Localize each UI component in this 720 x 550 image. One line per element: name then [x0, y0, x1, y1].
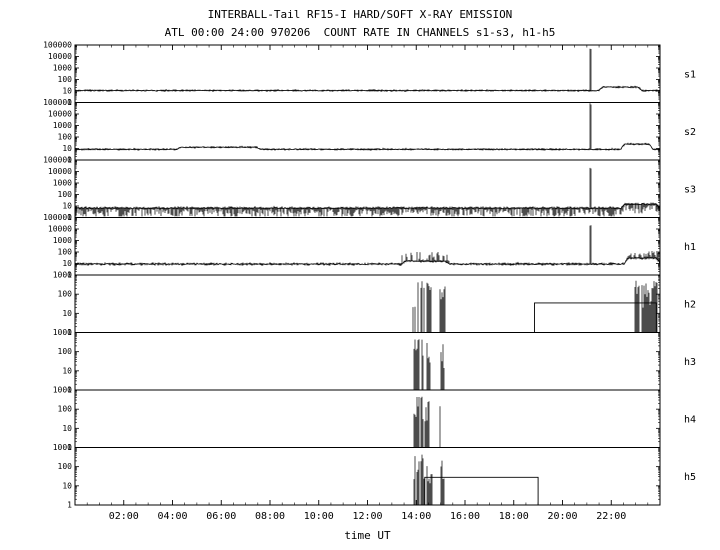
- y-tick-label: 100: [58, 347, 73, 356]
- series-line-s3: [74, 203, 661, 210]
- series-noise-s3: [74, 167, 661, 217]
- y-tick-label: 10000: [48, 52, 72, 61]
- y-tick-label: 10: [62, 309, 72, 318]
- y-tick-label: 1: [67, 213, 72, 222]
- x-tick-label: 14:00: [401, 511, 431, 522]
- x-tick-label: 22:00: [596, 511, 626, 522]
- series-noise-h5: [413, 454, 445, 505]
- y-tick-label: 10: [62, 259, 72, 268]
- series-noise-h2: [412, 280, 658, 332]
- y-tick-label: 100: [58, 405, 73, 414]
- y-tick-label: 100: [58, 133, 73, 142]
- panel-frame-h2: [74, 274, 661, 333]
- y-tick-label: 1000: [53, 179, 72, 188]
- panel-frame-h5: [74, 447, 661, 506]
- y-tick-label: 100000: [43, 41, 72, 50]
- panel-label-s1: s1: [684, 69, 696, 80]
- y-tick-label: 100: [58, 462, 73, 471]
- x-axis-label: time UT: [344, 529, 391, 542]
- y-tick-label: 1: [67, 386, 72, 395]
- panel-frame-h1: [74, 217, 661, 276]
- interval-box-h2: [534, 302, 657, 332]
- panel-s1: 1 10 100 1000 10000 100000 s1: [43, 41, 696, 108]
- x-tick-label: 06:00: [206, 511, 236, 522]
- series-noise-s2: [74, 103, 661, 151]
- panel-s3: 1 10 100 1000 10000 100000 s3: [43, 156, 696, 223]
- y-tick-label: 1000: [53, 328, 72, 337]
- series-line-s1: [74, 86, 661, 92]
- panel-frame-s1: [74, 44, 661, 103]
- y-tick-label: 100: [58, 248, 73, 257]
- y-tick-label: 1000: [53, 121, 72, 130]
- panel-h2: 1 10 100 1000 h2: [53, 271, 696, 338]
- y-tick-label: 100000: [43, 156, 72, 165]
- y-tick-label: 1000: [53, 236, 72, 245]
- y-tick-label: 1000: [53, 386, 72, 395]
- panel-label-h5: h5: [684, 472, 696, 483]
- panel-label-s2: s2: [684, 127, 696, 138]
- y-tick-label: 1000: [53, 271, 72, 280]
- x-axis: 02:00 04:00 06:00 08:00 10:00 12:00 14:00 16:00…: [86, 45, 649, 522]
- panel-label-s3: s3: [684, 184, 696, 195]
- y-tick-label: 1: [67, 443, 72, 452]
- chart-title: INTERBALL-Tail RF15-I HARD/SOFT X-RAY EM…: [207, 8, 513, 21]
- y-tick-label: 10: [62, 366, 72, 375]
- panel-frame-h3: [74, 332, 661, 391]
- y-tick-label: 100: [58, 75, 73, 84]
- x-tick-label: 02:00: [109, 511, 139, 522]
- y-tick-label: 1000: [53, 443, 72, 452]
- panel-frame-s2: [74, 102, 661, 161]
- panel-label-h2: h2: [684, 299, 696, 310]
- y-tick-label: 100000: [43, 213, 72, 222]
- series-noise-h1: [74, 225, 661, 266]
- y-tick-label: 10: [62, 87, 72, 96]
- y-tick-label: 1: [67, 501, 72, 510]
- y-tick-label: 1: [67, 156, 72, 165]
- panel-h1: 1 10 100 1000 10000 100000 h1: [43, 213, 696, 280]
- y-tick-label: 10: [62, 424, 72, 433]
- series-line-h1: [74, 257, 661, 266]
- y-tick-label: 1: [67, 271, 72, 280]
- y-tick-label: 10000: [48, 225, 72, 234]
- y-tick-label: 10000: [48, 167, 72, 176]
- y-tick-label: 1000: [53, 64, 72, 73]
- y-tick-label: 100: [58, 190, 73, 199]
- x-tick-label: 20:00: [547, 511, 577, 522]
- x-tick-label: 04:00: [157, 511, 187, 522]
- x-tick-label: 18:00: [499, 511, 529, 522]
- panel-frame-h4: [74, 389, 661, 448]
- interval-box-h5: [424, 476, 539, 505]
- panel-s2: 1 10 100 1000 10000 100000 s2: [43, 98, 696, 165]
- x-tick-label: 12:00: [352, 511, 382, 522]
- y-tick-label: 10000: [48, 110, 72, 119]
- panel-h5: 1 10 100 1000 h5: [53, 443, 696, 510]
- y-tick-label: 1: [67, 328, 72, 337]
- y-tick-label: 10: [62, 202, 72, 211]
- panel-label-h1: h1: [684, 242, 696, 253]
- x-tick-label: 08:00: [255, 511, 285, 522]
- series-line-s2: [74, 143, 661, 151]
- panel-label-h4: h4: [684, 414, 696, 425]
- y-tick-label: 100000: [43, 98, 72, 107]
- series-noise-h4: [413, 396, 441, 447]
- panel-h3: 1 10 100 1000 h3: [53, 328, 696, 395]
- series-noise-s1: [74, 48, 661, 92]
- x-tick-label: 10:00: [304, 511, 334, 522]
- y-tick-label: 10: [62, 144, 72, 153]
- y-tick-label: 100: [58, 290, 73, 299]
- panel-h4: 1 10 100 1000 h4: [53, 386, 696, 453]
- chart-subtitle: ATL 00:00 24:00 970206 COUNT RATE IN CHA…: [164, 26, 556, 39]
- x-tick-label: 16:00: [450, 511, 480, 522]
- series-noise-h3: [413, 339, 445, 390]
- panel-label-h3: h3: [684, 357, 696, 368]
- y-tick-label: 10: [62, 481, 72, 490]
- y-tick-label: 1: [67, 98, 72, 107]
